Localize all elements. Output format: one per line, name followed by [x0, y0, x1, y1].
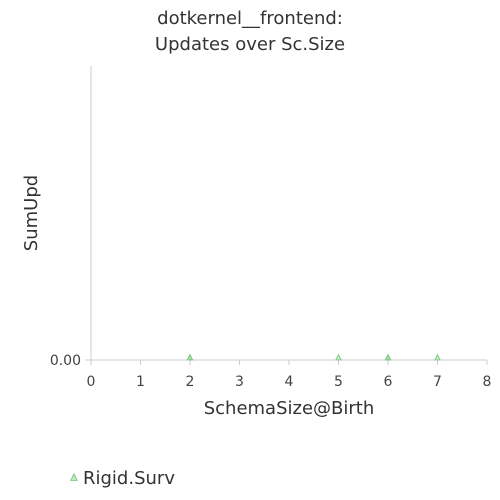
x-axis-label: SchemaSize@Birth	[204, 398, 375, 419]
x-tick-label: 7	[433, 374, 442, 390]
y-axis-label: SumUpd	[21, 175, 42, 251]
x-tick-label: 6	[384, 374, 393, 390]
data-points	[186, 353, 441, 361]
data-point-triangle	[384, 353, 392, 361]
y-tick-label: 0.00	[50, 353, 81, 369]
legend-marker-triangle-icon	[69, 472, 79, 481]
x-tick-label: 5	[334, 374, 343, 390]
x-tick-label: 1	[136, 374, 145, 390]
y-axis-ticks: 0.00	[50, 353, 91, 369]
x-axis-ticks: 0 1 2 3 4 5 6 7 8	[87, 360, 492, 390]
data-point-triangle	[335, 353, 342, 361]
chart-title-line-1: dotkernel__frontend:	[157, 8, 343, 29]
data-point-triangle	[186, 353, 194, 361]
x-tick-label: 4	[285, 374, 294, 390]
legend: Rigid.Surv	[69, 468, 175, 489]
x-tick-label: 2	[186, 374, 195, 390]
legend-label: Rigid.Surv	[83, 468, 175, 489]
chart-title-line-2: Updates over Sc.Size	[155, 34, 345, 55]
data-point-triangle	[434, 353, 441, 361]
x-tick-label: 0	[87, 374, 96, 390]
x-tick-label: 3	[235, 374, 244, 390]
x-tick-label: 8	[483, 374, 492, 390]
